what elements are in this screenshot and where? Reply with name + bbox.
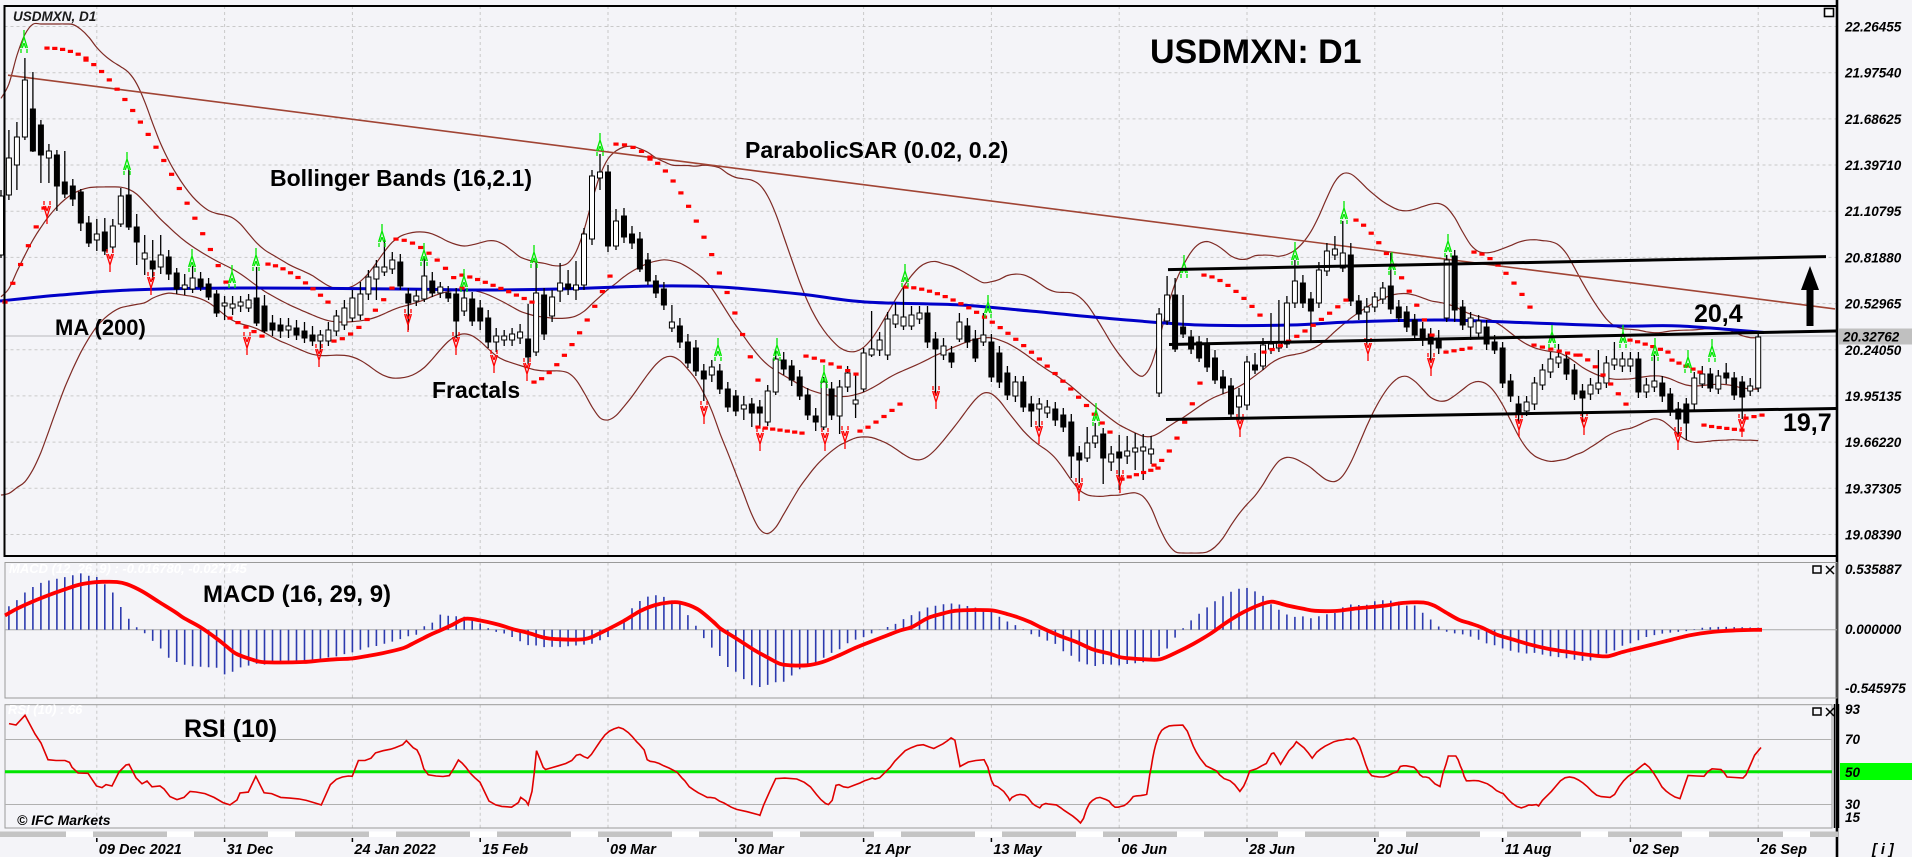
svg-text:09 Mar: 09 Mar [610, 842, 657, 857]
svg-text:USDMXN, D1: USDMXN, D1 [13, 9, 96, 24]
svg-text:30: 30 [1845, 797, 1861, 812]
svg-text:RSI (10): RSI (10) [184, 715, 277, 743]
svg-text:MACD (12, 26, 9) : -0.016780,: MACD (12, 26, 9) : -0.016780, -0.027145 [9, 561, 248, 576]
svg-text:19,7: 19,7 [1783, 409, 1832, 437]
svg-text:70: 70 [1845, 732, 1861, 747]
svg-text:24 Jan 2022: 24 Jan 2022 [353, 842, 435, 857]
svg-text:0.000000: 0.000000 [1845, 622, 1902, 637]
svg-text:20,4: 20,4 [1694, 300, 1743, 328]
svg-text:26 Sep: 26 Sep [1759, 842, 1807, 857]
svg-text:15 Feb: 15 Feb [482, 842, 528, 857]
svg-text:20.52965: 20.52965 [1844, 297, 1902, 312]
svg-text:15: 15 [1845, 810, 1861, 825]
svg-text:Fractals: Fractals [432, 377, 520, 403]
svg-text:21.68625: 21.68625 [1844, 112, 1902, 127]
svg-text:21.39710: 21.39710 [1844, 158, 1902, 173]
svg-text:Bollinger Bands (16,2.1): Bollinger Bands (16,2.1) [270, 165, 532, 191]
svg-text:MACD (16, 29, 9): MACD (16, 29, 9) [203, 581, 391, 608]
svg-text:19.08390: 19.08390 [1845, 528, 1902, 543]
svg-text:20.81880: 20.81880 [1844, 250, 1902, 265]
svg-text:30 Mar: 30 Mar [738, 842, 785, 857]
svg-text:02 Sep: 02 Sep [1632, 842, 1679, 857]
svg-text:USDMXN: D1: USDMXN: D1 [1150, 33, 1362, 71]
svg-text:93: 93 [1845, 702, 1861, 717]
svg-text:22.26455: 22.26455 [1844, 20, 1902, 35]
svg-text:28 Jun: 28 Jun [1248, 842, 1295, 857]
svg-text:20.32762: 20.32762 [1842, 330, 1900, 345]
svg-text:MA (200): MA (200) [55, 315, 146, 340]
svg-text:21 Apr: 21 Apr [865, 842, 912, 857]
svg-text:21.10795: 21.10795 [1844, 204, 1902, 219]
svg-text:50: 50 [1845, 765, 1861, 780]
svg-text:ParabolicSAR (0.02, 0.2): ParabolicSAR (0.02, 0.2) [745, 137, 1008, 163]
svg-text:-0.545975: -0.545975 [1845, 681, 1906, 696]
svg-text:21.97540: 21.97540 [1844, 66, 1902, 81]
svg-text:11 Aug: 11 Aug [1505, 842, 1552, 857]
svg-text:20 Jul: 20 Jul [1376, 842, 1419, 857]
svg-text:[ i ]: [ i ] [1871, 842, 1895, 857]
svg-text:06 Jun: 06 Jun [1121, 842, 1167, 857]
svg-text:0.535887: 0.535887 [1845, 562, 1903, 577]
svg-text:19.66220: 19.66220 [1845, 435, 1902, 450]
svg-text:© IFC Markets: © IFC Markets [17, 812, 111, 828]
svg-text:RSI (10) : 66: RSI (10) : 66 [8, 702, 83, 717]
svg-text:31 Dec: 31 Dec [227, 842, 274, 857]
svg-text:19.37305: 19.37305 [1845, 481, 1902, 496]
svg-text:19.95135: 19.95135 [1845, 389, 1902, 404]
svg-text:09 Dec 2021: 09 Dec 2021 [99, 842, 182, 857]
svg-text:13 May: 13 May [993, 842, 1042, 857]
svg-text:20.24050: 20.24050 [1844, 343, 1902, 358]
